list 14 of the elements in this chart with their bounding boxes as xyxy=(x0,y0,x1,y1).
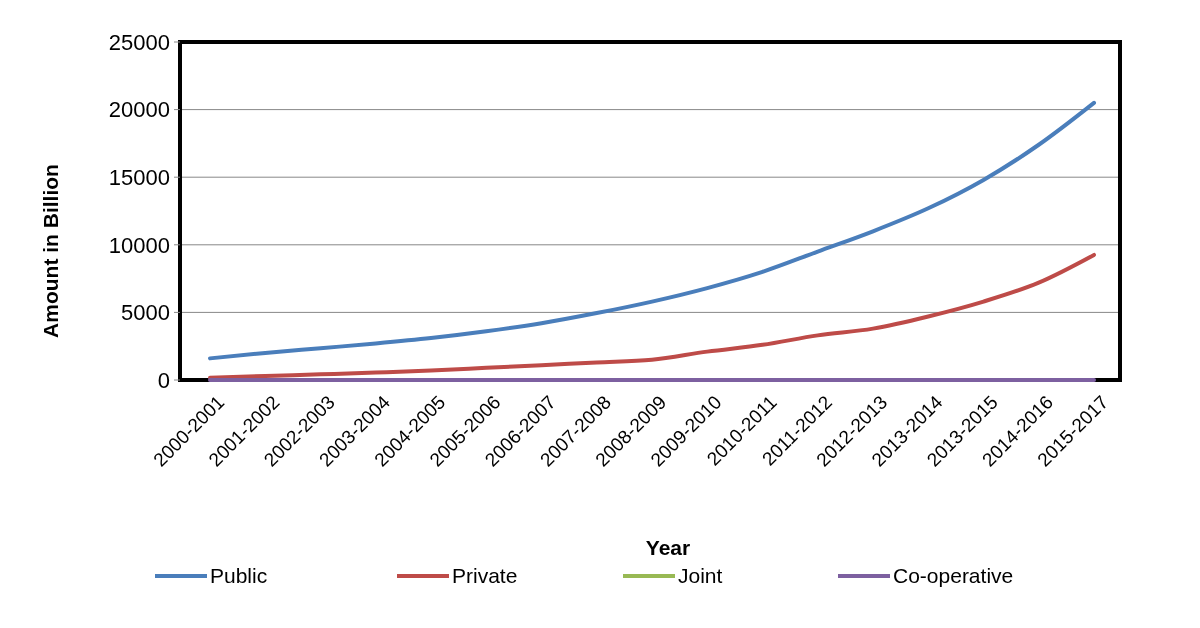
line-series xyxy=(208,252,1096,380)
y-tick-label: 20000 xyxy=(108,97,170,123)
y-axis-title: Amount in Billion xyxy=(39,164,62,338)
legend-label: Joint xyxy=(678,564,723,588)
legend-label: Public xyxy=(210,564,268,588)
x-axis-title: Year xyxy=(645,536,691,559)
y-tick-label: 10000 xyxy=(108,232,170,258)
line-series xyxy=(208,100,1096,361)
legend-label: Co-operative xyxy=(893,564,1014,588)
y-tick-label: 15000 xyxy=(108,164,170,190)
legend-label: Private xyxy=(452,564,518,588)
y-tick-label: 5000 xyxy=(121,300,170,326)
y-tick-label: 0 xyxy=(157,367,170,393)
y-tick-label: 25000 xyxy=(108,29,170,55)
